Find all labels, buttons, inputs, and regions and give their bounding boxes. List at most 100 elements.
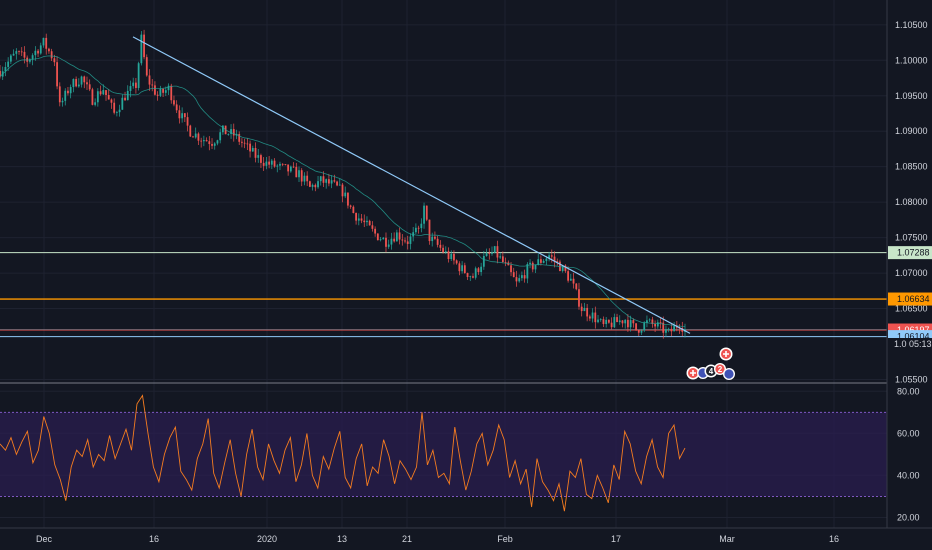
candle-body: [208, 141, 211, 145]
candle-body: [213, 143, 216, 146]
candle-body: [77, 84, 80, 87]
countdown-text: 05:13: [909, 339, 932, 349]
time-axis[interactable]: Dec 16 2020 13 21 Feb 17 Mar 16: [36, 534, 839, 544]
candle-body: [317, 181, 319, 188]
price-tick-label: 1.08500: [895, 162, 928, 172]
candle-body: [466, 273, 469, 277]
price-tick-label: 1.10500: [895, 20, 928, 30]
candle-body: [515, 277, 518, 282]
candle-body: [599, 319, 602, 320]
candle-body: [303, 175, 306, 182]
candle-body: [439, 244, 442, 248]
candle-body: [56, 62, 58, 87]
rsi-band-fill: [0, 412, 887, 497]
candle-body: [167, 85, 170, 91]
candle-body: [542, 260, 545, 263]
candle-body: [662, 322, 665, 333]
candle-body: [265, 161, 268, 166]
svg-text:4: 4: [709, 367, 714, 376]
candle-body: [7, 61, 10, 67]
candle-body: [521, 275, 523, 279]
event-marker-blue-2[interactable]: [723, 368, 735, 380]
candle-body: [417, 227, 420, 229]
candle-body: [292, 166, 295, 168]
candle-body: [37, 50, 39, 54]
event-marker-count-b[interactable]: 2: [714, 363, 726, 375]
candle-body: [113, 102, 116, 113]
event-marker-top[interactable]: [719, 347, 733, 361]
candle-body: [94, 102, 97, 105]
candle-body: [482, 255, 485, 267]
candle-body: [243, 142, 246, 144]
candle-body: [99, 91, 102, 95]
candle-body: [632, 320, 635, 324]
price-tick-label: 1.07500: [895, 233, 928, 243]
candle-body: [227, 133, 230, 135]
candle-body: [382, 237, 385, 240]
candle-body: [300, 170, 303, 182]
candle-body: [436, 238, 439, 245]
candle-body: [91, 89, 94, 105]
candle-body: [455, 260, 458, 264]
candle-body: [75, 79, 78, 87]
level-label: 1.06197: [897, 325, 930, 335]
rsi-tick-label: 40.00: [897, 470, 920, 480]
candle-body: [129, 86, 132, 91]
price-tick-label: 1.10000: [895, 55, 928, 65]
candle-body: [458, 263, 461, 272]
price-tick-label: 1.05500: [895, 374, 928, 384]
candle-body: [110, 99, 113, 103]
rsi-axis[interactable]: 80.00 60.00 40.00 20.00: [897, 386, 920, 522]
candle-body: [306, 175, 309, 182]
candle-body: [34, 50, 37, 56]
candle-body: [398, 232, 401, 240]
candle-body: [526, 264, 529, 279]
moving-average-line: [0, 55, 686, 327]
candle-body: [567, 271, 570, 281]
candle-body: [107, 94, 110, 100]
candle-body: [192, 136, 194, 138]
candle-body: [463, 265, 466, 274]
candle-body: [414, 227, 417, 233]
candle-body: [273, 160, 276, 167]
candle-body: [333, 180, 336, 182]
event-marker-red[interactable]: [686, 366, 700, 380]
candle-body: [314, 184, 317, 188]
price-axis[interactable]: 1.10500 1.10000 1.09500 1.09000 1.08500 1.080…: [895, 20, 928, 385]
candle-body: [368, 220, 371, 226]
price-levels: [0, 252, 887, 338]
candle-body: [670, 328, 673, 332]
candle-body: [257, 155, 260, 158]
downtrend-line[interactable]: [132, 36, 691, 334]
candle-body: [385, 237, 387, 247]
candle-body: [409, 236, 412, 244]
candle-body: [29, 59, 31, 62]
event-markers[interactable]: 4 2: [686, 347, 736, 381]
candle-body: [53, 58, 56, 63]
price-tick-label: 1.06500: [895, 304, 928, 314]
candle-body: [512, 272, 515, 278]
candle-body: [496, 246, 499, 258]
candle-body: [0, 70, 1, 77]
candle-body: [607, 319, 610, 323]
candle-body: [428, 219, 431, 242]
candle-body: [287, 164, 290, 172]
candle-body: [591, 312, 594, 319]
candle-body: [461, 265, 464, 272]
candle-body: [550, 255, 553, 257]
price-tick-label: 1.07000: [895, 268, 928, 278]
candle-body: [665, 329, 667, 333]
candle-body: [501, 256, 504, 263]
candle-body: [143, 34, 145, 58]
candle-body: [469, 276, 472, 278]
candle-body: [444, 251, 447, 253]
candle-body: [504, 262, 507, 263]
candle-body: [406, 241, 409, 244]
candle-body: [447, 251, 450, 260]
candle-body: [624, 319, 627, 324]
candle-body: [175, 104, 178, 111]
level-label: 1.06104: [897, 332, 930, 342]
candle-body: [115, 112, 118, 113]
candle-body: [126, 90, 129, 101]
